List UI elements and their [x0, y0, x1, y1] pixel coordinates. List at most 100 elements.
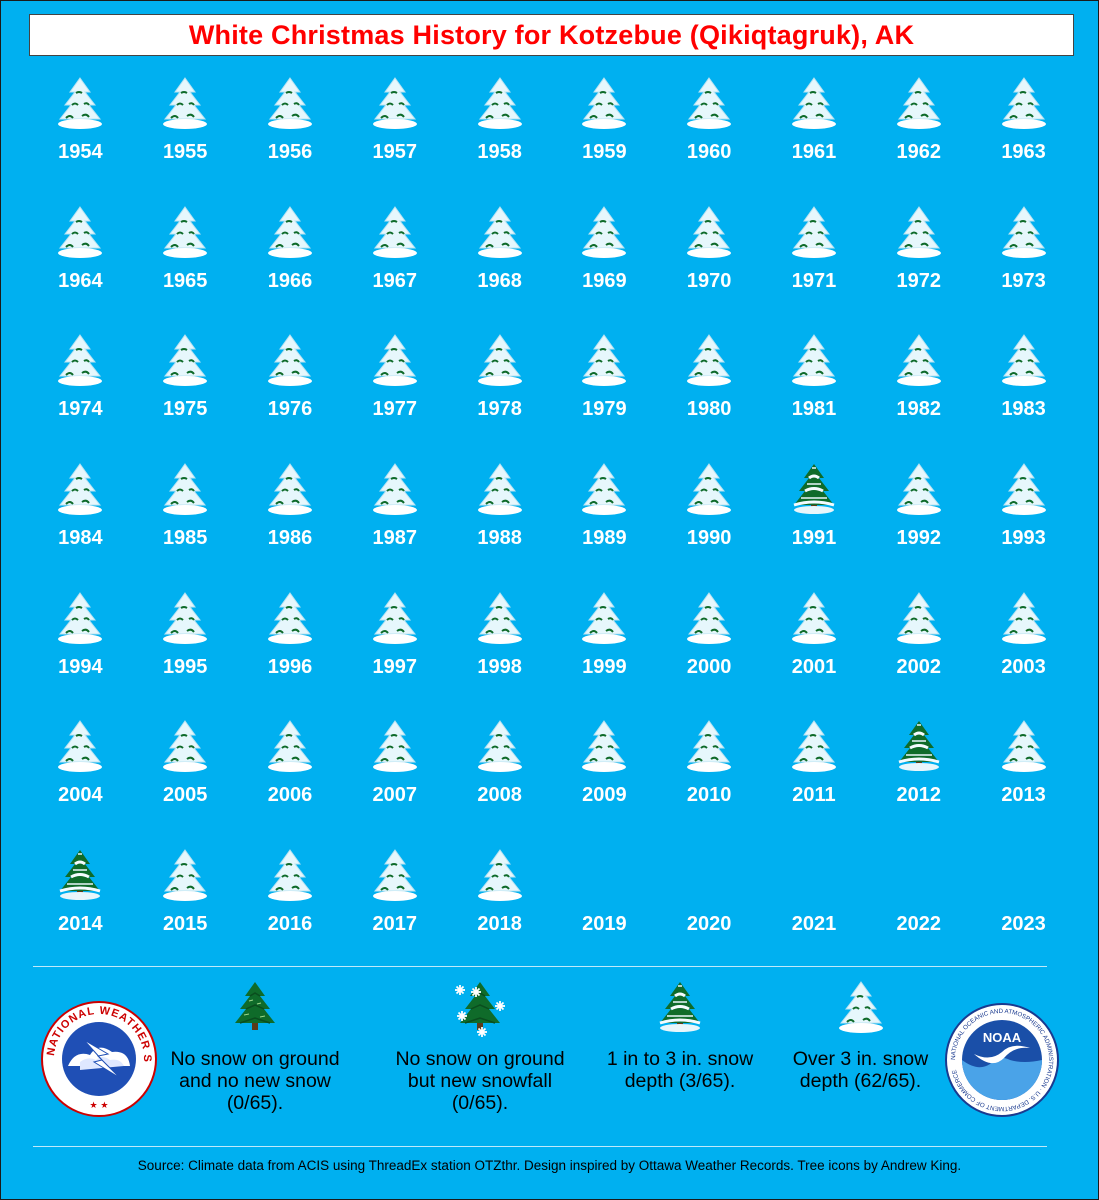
snowy-tree-icon	[784, 203, 844, 263]
year-cell: 2010	[657, 717, 762, 846]
nws-logo: NATIONAL WEATHER SERVICE ★ ★	[40, 1000, 157, 1117]
year-cell: 1956	[238, 74, 343, 203]
year-label: 1990	[686, 527, 732, 550]
snowy-tree-icon	[679, 203, 739, 263]
snowy-tree-icon	[574, 331, 634, 391]
snowy-tree-icon	[994, 589, 1054, 649]
year-cell: 1968	[447, 203, 552, 332]
year-label: 2012	[896, 784, 942, 807]
year-label: 2006	[267, 784, 313, 807]
year-cell: 2022	[866, 846, 971, 975]
green-tree-icon	[225, 978, 285, 1038]
snowy-tree-icon	[574, 589, 634, 649]
year-label: 1986	[267, 527, 313, 550]
year-cell: 1964	[28, 203, 133, 332]
year-cell: 2005	[133, 717, 238, 846]
empty-icon-slot	[679, 846, 739, 906]
year-label: 2005	[162, 784, 208, 807]
snowy-tree-icon	[679, 331, 739, 391]
year-label: 1994	[58, 655, 103, 678]
year-label: 2016	[267, 913, 313, 936]
snowy-tree-icon	[994, 331, 1054, 391]
snowy-tree-icon	[784, 74, 844, 134]
snowy-tree-icon	[994, 460, 1054, 520]
year-cell: 1961	[762, 74, 867, 203]
snowy-tree-icon	[50, 717, 110, 777]
year-cell: 2013	[971, 717, 1076, 846]
snowy-tree-icon	[889, 203, 949, 263]
noaa-logo: NOAA NATIONAL OCEANIC AND ATMOSPHERIC AD…	[945, 1003, 1059, 1117]
year-label: 1959	[582, 141, 627, 163]
year-cell: 1955	[133, 74, 238, 203]
legend-label: Over 3 in. snow depth (62/65).	[792, 1048, 929, 1092]
snowy-tree-icon	[50, 460, 110, 520]
snowy-tree-icon	[994, 717, 1054, 777]
year-label: 1998	[477, 655, 522, 678]
year-label: 2019	[582, 913, 627, 936]
snowy-tree-icon	[365, 74, 425, 134]
year-label: 1976	[267, 398, 313, 421]
year-label: 1997	[372, 655, 418, 678]
snowy-tree-icon	[365, 331, 425, 391]
year-cell: 1967	[342, 203, 447, 332]
snowy-tree-icon	[679, 460, 739, 520]
snowy-tree-icon	[994, 74, 1054, 134]
snowy-tree-icon	[155, 460, 215, 520]
snowy-tree-icon	[679, 589, 739, 649]
legend-label: No snow on ground but new snowfall (0/65…	[395, 1048, 565, 1114]
snowy-tree-icon	[365, 460, 425, 520]
top-divider	[33, 966, 1047, 967]
year-label: 1988	[477, 527, 522, 550]
snowy-tree-icon	[470, 74, 530, 134]
snowy-tree-icon	[470, 846, 530, 906]
year-cell: 1998	[447, 589, 552, 718]
year-label: 1968	[477, 269, 522, 292]
year-label: 1984	[58, 527, 103, 550]
snowy-tree-icon	[155, 846, 215, 906]
light-snow-tree-icon	[650, 978, 710, 1038]
year-cell: 1995	[133, 589, 238, 718]
snowy-tree-icon	[889, 74, 949, 134]
year-cell: 1977	[342, 331, 447, 460]
year-cell: 2019	[552, 846, 657, 975]
legend-item-new-snowfall: No snow on ground but new snowfall (0/65…	[395, 978, 565, 1114]
snowy-tree-icon	[574, 460, 634, 520]
year-label: 1995	[162, 655, 208, 678]
source-note: Source: Climate data from ACIS using Thr…	[137, 1158, 962, 1173]
year-label: 1973	[1001, 269, 1046, 292]
year-cell: 1975	[133, 331, 238, 460]
year-label: 2018	[477, 913, 522, 936]
snowy-tree-icon	[50, 589, 110, 649]
year-cell: 2023	[971, 846, 1076, 975]
year-cell: 1987	[342, 460, 447, 589]
year-cell: 1966	[238, 203, 343, 332]
year-cell: 1972	[866, 203, 971, 332]
snowy-tree-icon	[831, 978, 891, 1038]
year-cell: 1993	[971, 460, 1076, 589]
empty-icon-slot	[889, 846, 949, 906]
page-title: White Christmas History for Kotzebue (Qi…	[188, 19, 915, 50]
year-cell: 2006	[238, 717, 343, 846]
year-cell: 1971	[762, 203, 867, 332]
year-label: 2017	[372, 913, 418, 936]
year-label: 1982	[896, 398, 942, 421]
snowy-tree-icon	[679, 717, 739, 777]
legend-item-no-snow: No snow on ground and no new snow (0/65)…	[170, 978, 340, 1114]
snowy-tree-icon	[155, 203, 215, 263]
year-cell: 1957	[342, 74, 447, 203]
empty-icon-slot	[574, 846, 634, 906]
year-cell: 1978	[447, 331, 552, 460]
year-label: 1983	[1001, 398, 1046, 421]
year-label: 2002	[896, 655, 942, 678]
year-label: 2004	[58, 784, 103, 807]
year-cell: 2003	[971, 589, 1076, 718]
year-label: 2014	[58, 913, 103, 936]
snowy-tree-icon	[50, 74, 110, 134]
year-label: 1975	[162, 398, 208, 421]
snowy-tree-icon	[155, 331, 215, 391]
snowy-tree-icon	[470, 589, 530, 649]
year-cell: 1983	[971, 331, 1076, 460]
year-label: 1960	[686, 141, 732, 163]
year-label: 2023	[1001, 913, 1046, 936]
year-label: 2015	[162, 913, 208, 936]
